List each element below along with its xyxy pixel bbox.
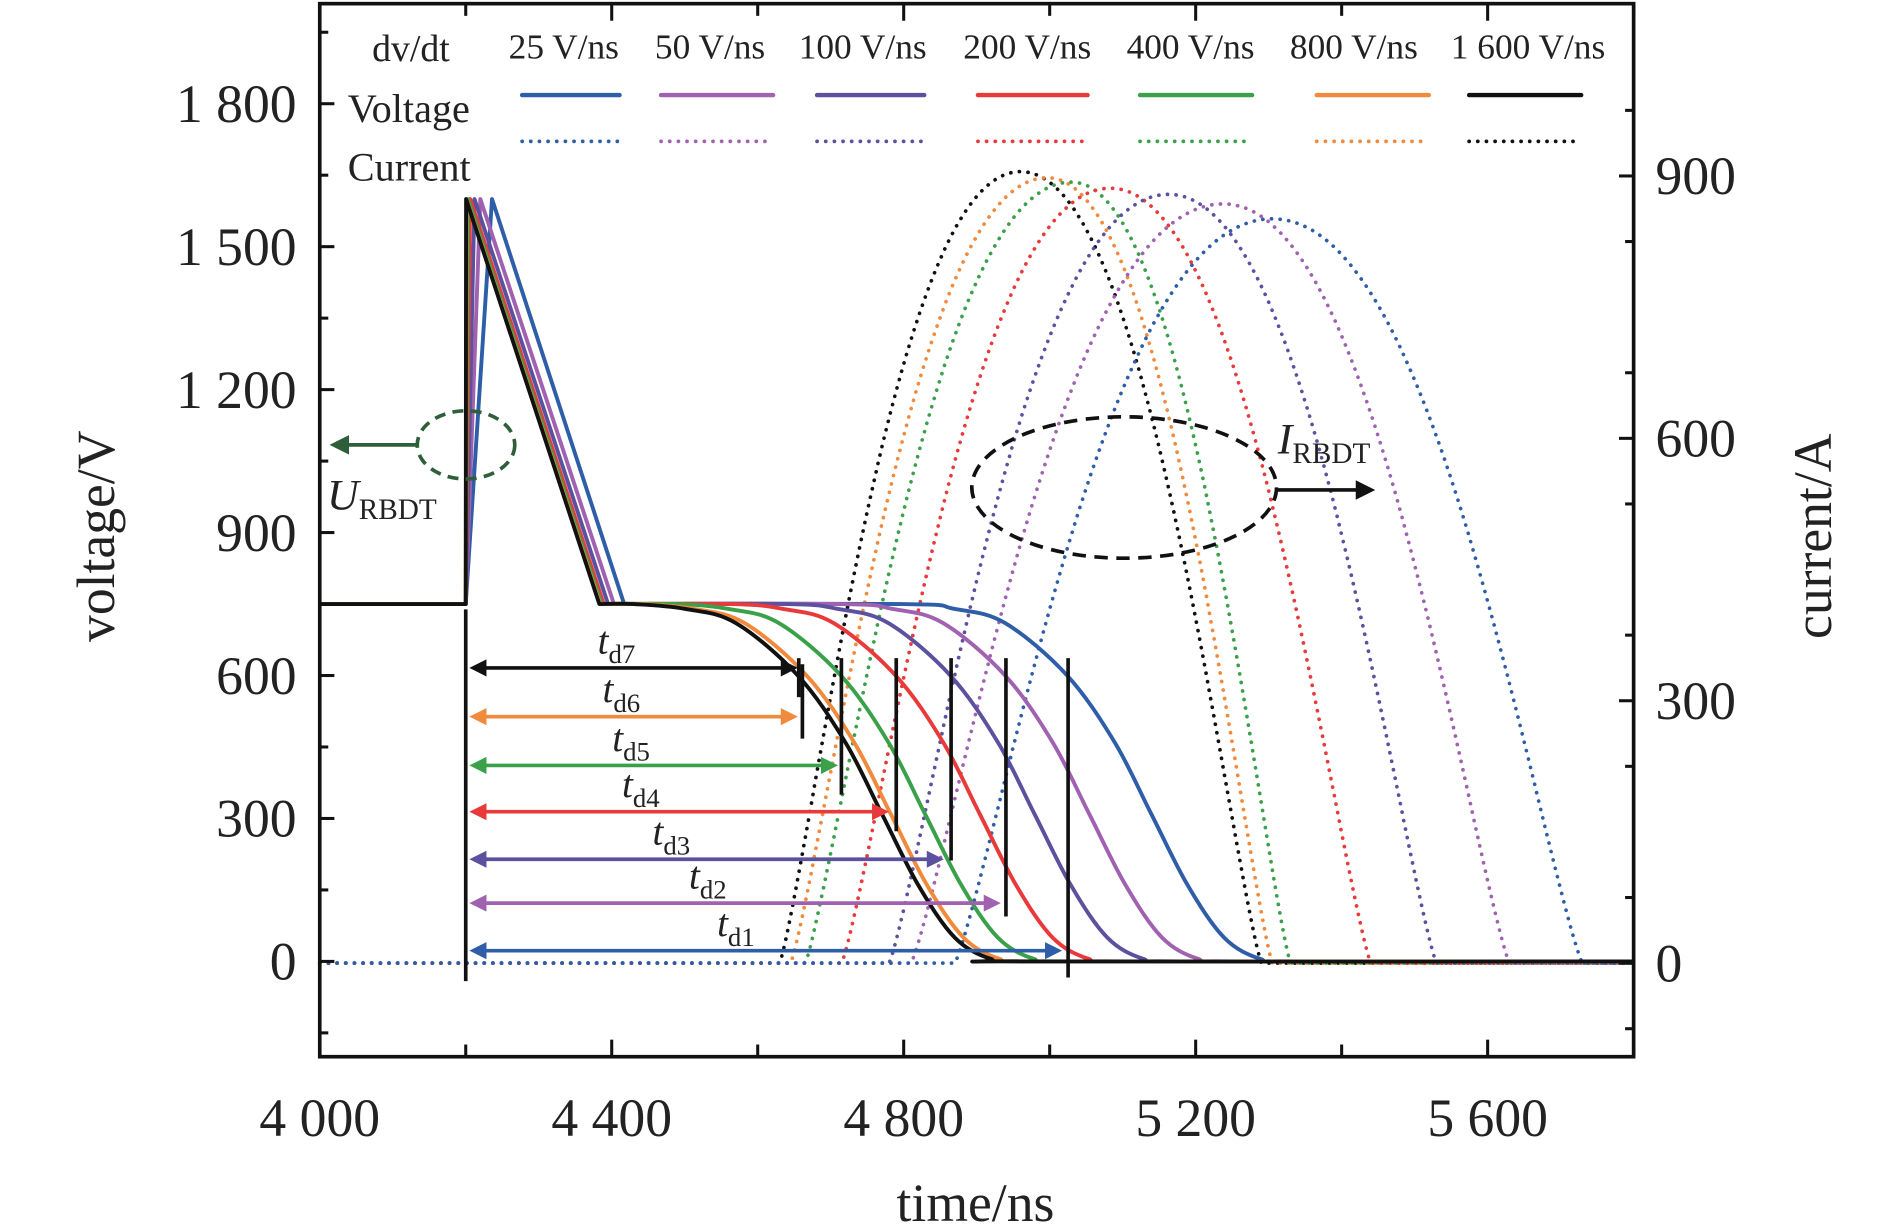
legend-label: 400 V/ns xyxy=(1127,28,1255,67)
delay-label-d2: td2 xyxy=(689,855,727,905)
arrow-head-left xyxy=(469,708,487,726)
y-left-tick-label: 0 xyxy=(270,932,297,992)
arrow-head-left xyxy=(469,803,487,821)
curves xyxy=(317,169,1636,965)
arrow-head-left xyxy=(469,659,487,677)
y-left-tick-label: 300 xyxy=(216,789,296,849)
x-tick-label: 4 400 xyxy=(551,1088,672,1148)
legend: dv/dt Voltage Current 25 V/ns 50 V/ns 100 … xyxy=(348,28,1605,190)
current-series-25Vns xyxy=(317,216,1636,965)
current-series-100Vns xyxy=(317,192,1636,965)
y-right-tick-label: 900 xyxy=(1656,146,1736,206)
legend-label: 25 V/ns xyxy=(509,28,619,67)
legend-header: dv/dt xyxy=(372,28,450,70)
arrow-head-right xyxy=(780,659,798,677)
y-left-axis-title: voltage/V xyxy=(66,430,126,642)
plot-frame xyxy=(317,1,1636,1059)
annotations: URBDT IRBDT xyxy=(327,408,1376,561)
delay-label-d1: td1 xyxy=(717,902,755,952)
arrow-head-left xyxy=(469,894,487,912)
legend-label: 50 V/ns xyxy=(655,28,765,67)
x-tick-label: 5 200 xyxy=(1135,1088,1256,1148)
y-right-tick-label: 600 xyxy=(1656,409,1736,469)
delay-label-d7: td7 xyxy=(598,619,636,669)
arrow-head-right xyxy=(1045,942,1063,960)
arrow-head-right xyxy=(780,708,798,726)
x-tick-label: 5 600 xyxy=(1427,1088,1548,1148)
delay-label-d5: td5 xyxy=(612,717,650,767)
x-axis-title: time/ns xyxy=(897,1173,1055,1231)
y-left-tick-label: 1 500 xyxy=(176,217,297,277)
current-ellipse xyxy=(969,415,1279,561)
current-arrow-head xyxy=(1355,480,1376,500)
legend-label: 200 V/ns xyxy=(963,28,1091,67)
legend-label: 1 600 V/ns xyxy=(1451,28,1605,67)
x-tick-label: 4 000 xyxy=(259,1088,380,1148)
legend-label: 100 V/ns xyxy=(799,28,927,67)
legend-label: 800 V/ns xyxy=(1290,28,1418,67)
axis-titles: time/ns voltage/V current/A xyxy=(66,430,1843,1231)
current-series-400Vns xyxy=(317,180,1636,965)
legend-voltage-label: Voltage xyxy=(348,86,470,131)
y-left-tick-label: 1 200 xyxy=(176,360,297,420)
legend-current-label: Current xyxy=(348,144,471,189)
delay-label-d6: td6 xyxy=(603,668,641,718)
arrow-head-right xyxy=(820,756,839,774)
y-left-tick-label: 600 xyxy=(216,646,296,706)
voltage-annotation: URBDT xyxy=(327,471,437,526)
voltage-arrow-head xyxy=(329,435,350,455)
arrow-head-left xyxy=(469,756,487,774)
y-right-tick-label: 0 xyxy=(1656,933,1683,993)
x-tick-label: 4 800 xyxy=(843,1088,964,1148)
y-left-tick-label: 1 800 xyxy=(176,74,297,134)
arrow-head-left xyxy=(469,850,487,868)
current-series-800Vns xyxy=(317,175,1636,965)
delay-label-d4: td4 xyxy=(622,763,660,813)
y-left-tick-label: 900 xyxy=(216,503,296,563)
current-annotation: IRBDT xyxy=(1277,415,1371,470)
y-right-tick-label: 300 xyxy=(1656,671,1736,731)
arrow-head-right xyxy=(926,850,944,868)
arrow-head-right xyxy=(983,894,1001,912)
y-right-axis-title: current/A xyxy=(1783,433,1843,639)
delay-label-d3: td3 xyxy=(652,811,690,861)
voltage-series-1600Vns xyxy=(319,197,1634,964)
arrow-head-right xyxy=(872,803,890,821)
arrow-head-left xyxy=(469,942,487,960)
axes: 4 000 4 400 4 800 5 200 5 600 0 300 600 900 1 200… xyxy=(176,1,1736,1148)
current-series-1600Vns xyxy=(317,169,1636,965)
